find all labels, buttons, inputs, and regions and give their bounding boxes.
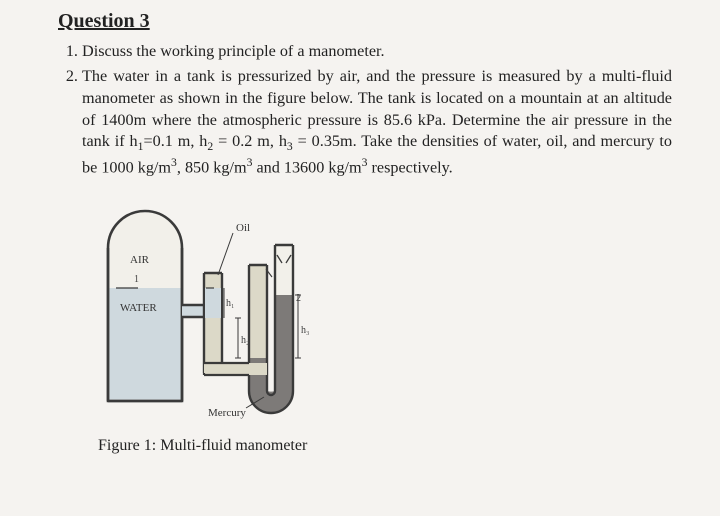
label-oil: Oil [236,222,250,234]
manometer-diagram: 1 AIR WATER h₁ h₂ h₃ 2 [98,183,358,433]
label-mercury: Mercury [208,407,246,419]
label-pt1: 1 [134,274,139,285]
label-h3: h₃ [301,325,310,336]
question-item-1: Discuss the working principle of a manom… [82,41,672,63]
question-list: Discuss the working principle of a manom… [58,41,672,180]
label-air: AIR [130,254,150,266]
label-pt2: 2 [296,293,301,304]
label-h1: h₁ [226,298,235,309]
figure-container: 1 AIR WATER h₁ h₂ h₃ 2 [98,183,672,433]
figure-caption: Figure 1: Multi-fluid manometer [98,437,672,455]
label-water: WATER [120,302,157,314]
question-item-2: The water in a tank is pressurized by ai… [82,66,672,180]
question-title: Question 3 [58,10,672,33]
label-h2: h₂ [241,335,250,346]
